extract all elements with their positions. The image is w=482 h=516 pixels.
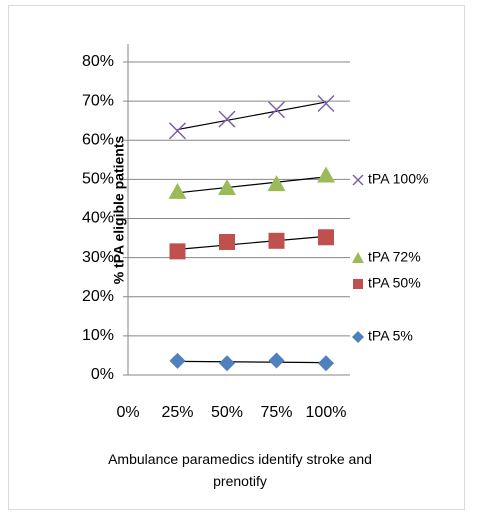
y-tick-label: 30% [82,249,114,266]
y-tick-label: 70% [82,92,114,109]
legend-marker [353,279,363,289]
y-tick-label: 20% [82,288,114,305]
y-tick-label: 80% [82,53,114,70]
legend-marker [352,174,364,186]
y-tick-label: 40% [82,210,114,227]
marker [168,122,187,140]
legend-label: tPA 72% [368,249,421,265]
marker [168,182,187,199]
chart-frame [8,5,465,510]
y-tick-label: 0% [91,366,114,383]
legend-label: tPA 50% [368,275,421,291]
y-tick-label: 10% [82,327,114,344]
marker [219,355,235,372]
marker [169,352,186,369]
marker [318,355,334,372]
legend-marker [352,252,364,263]
marker [317,166,335,183]
marker [218,110,236,128]
x-tick-label: 0% [116,404,139,421]
y-tick-label: 50% [82,171,114,188]
x-tick-label: 50% [211,404,243,421]
legend-label: tPA 5% [368,328,413,344]
marker [218,178,236,195]
marker [219,233,235,250]
marker [267,101,286,119]
y-tick-label: 60% [82,131,114,148]
trend-line [177,101,327,131]
legend-marker [352,331,364,343]
marker [317,94,335,113]
marker [268,352,285,369]
marker [268,232,285,249]
x-tick-label: 25% [161,404,193,421]
marker [169,243,186,260]
marker [267,175,286,192]
trend-line [177,235,327,250]
x-axis-title: Ambulance paramedics identify stroke and… [108,451,372,489]
legend-label: tPA 100% [368,171,428,187]
marker [318,229,334,246]
trend-line [177,176,327,194]
y-axis-title: % tPA eligible patients [111,136,127,285]
trend-line [177,360,327,364]
x-tick-label: 100% [306,404,347,421]
x-tick-label: 75% [260,404,292,421]
